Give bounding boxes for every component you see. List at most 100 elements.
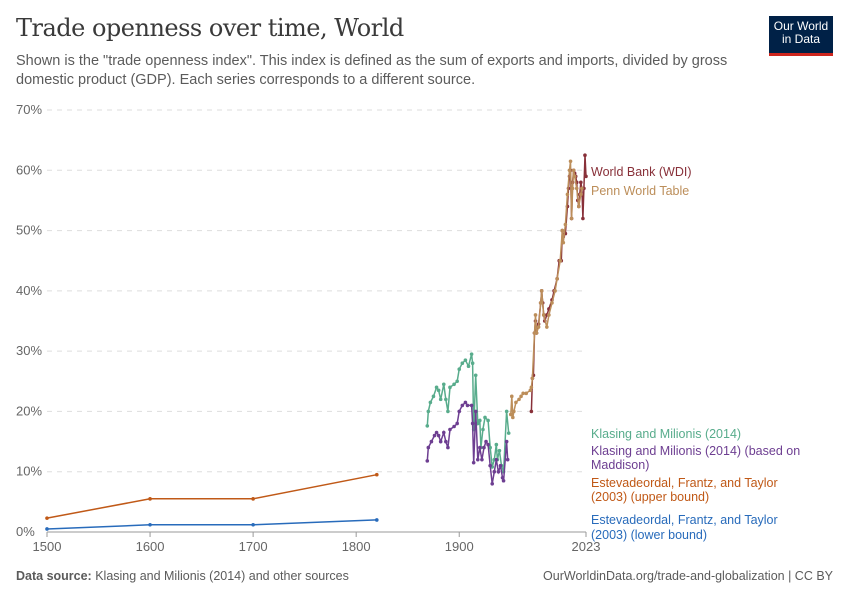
data-point [519, 394, 523, 399]
data-point [465, 403, 470, 408]
legend-label: Klasing and Milionis (2014) [591, 427, 741, 441]
legend-label: World Bank (WDI) [591, 165, 691, 179]
data-point [565, 192, 570, 197]
data-point [457, 367, 462, 372]
data-point [251, 522, 255, 527]
x-tick-label: 1700 [239, 539, 268, 554]
data-point [541, 313, 546, 317]
data-point [470, 361, 475, 366]
data-point [460, 361, 465, 366]
data-point [441, 382, 446, 387]
data-point [561, 240, 566, 245]
chart-subtitle: Shown is the "trade openness index". Thi… [16, 53, 728, 88]
data-point [534, 331, 539, 335]
data-point [580, 186, 584, 191]
owid-logo[interactable]: Our World in Data [769, 16, 833, 56]
data-point [428, 400, 433, 405]
data-point [490, 481, 495, 486]
data-point [486, 418, 490, 423]
source-label: Data source: [16, 569, 92, 583]
data-point [583, 153, 587, 158]
data-point [579, 192, 583, 197]
data-point [528, 388, 533, 393]
data-point [455, 421, 459, 426]
data-point [486, 442, 490, 447]
data-point [505, 457, 510, 462]
data-point [446, 445, 450, 450]
x-tick-label: 1500 [33, 539, 62, 554]
data-point [524, 391, 529, 396]
data-point [511, 415, 515, 420]
data-point [425, 459, 430, 463]
data-point [579, 180, 583, 185]
data-point [471, 460, 476, 465]
series-line [426, 354, 510, 472]
data-point [478, 445, 482, 450]
data-point [533, 313, 538, 317]
data-point [473, 373, 478, 378]
data-point [529, 409, 534, 414]
data-point [374, 518, 379, 522]
data-point [457, 409, 462, 414]
data-point [504, 439, 509, 444]
data-point [452, 424, 456, 429]
data-point [475, 457, 480, 462]
data-point [558, 258, 563, 263]
series-line [510, 161, 583, 418]
data-point [506, 431, 511, 435]
data-point [521, 391, 525, 396]
data-point [545, 325, 549, 329]
data-point [581, 216, 585, 221]
x-tick-label: 1900 [445, 539, 474, 554]
data-point [438, 439, 443, 444]
data-point [436, 388, 441, 393]
license-link[interactable]: OurWorldinData.org/trade-and-globalizati… [543, 569, 833, 583]
data-point [536, 325, 541, 329]
y-tick-label: 20% [16, 403, 42, 418]
data-point [426, 409, 431, 414]
data-point [473, 409, 478, 414]
source-text[interactable]: Klasing and Milionis (2014) and other so… [95, 569, 349, 583]
data-point [496, 469, 501, 474]
data-point [481, 427, 485, 432]
data-point [444, 439, 448, 444]
data-point [448, 385, 452, 390]
data-point [374, 472, 379, 477]
data-point [550, 301, 554, 305]
data-point [45, 516, 49, 520]
data-point [584, 174, 588, 179]
data-point [572, 174, 577, 179]
data-point [547, 313, 551, 317]
data-point [484, 439, 488, 444]
x-tick-label: 2023 [572, 539, 601, 554]
data-point [426, 445, 431, 450]
y-tick-label: 70% [16, 102, 42, 117]
data-point [460, 403, 465, 408]
legend-label: Estevadeordal, Frantz, and Taylor (2003) … [591, 476, 778, 504]
data-point [501, 478, 506, 483]
series-line [46, 519, 377, 530]
data-point [512, 409, 516, 414]
data-point [448, 427, 452, 432]
data-point [444, 397, 448, 402]
data-point [478, 418, 482, 423]
data-point [470, 421, 475, 426]
x-tick-label: 1600 [136, 539, 165, 554]
data-point [563, 222, 568, 227]
data-point [446, 409, 450, 414]
y-tick-label: 30% [16, 343, 42, 358]
data-point [494, 457, 499, 462]
data-point [517, 397, 521, 402]
data-point [429, 439, 434, 444]
data-point [452, 382, 456, 387]
data-point [431, 394, 436, 399]
data-point [504, 409, 509, 414]
data-point [570, 186, 575, 191]
data-point [483, 415, 487, 420]
data-point [574, 186, 579, 191]
data-point [514, 400, 518, 405]
data-point [434, 430, 439, 435]
data-point [469, 352, 474, 356]
data-point [498, 463, 503, 468]
